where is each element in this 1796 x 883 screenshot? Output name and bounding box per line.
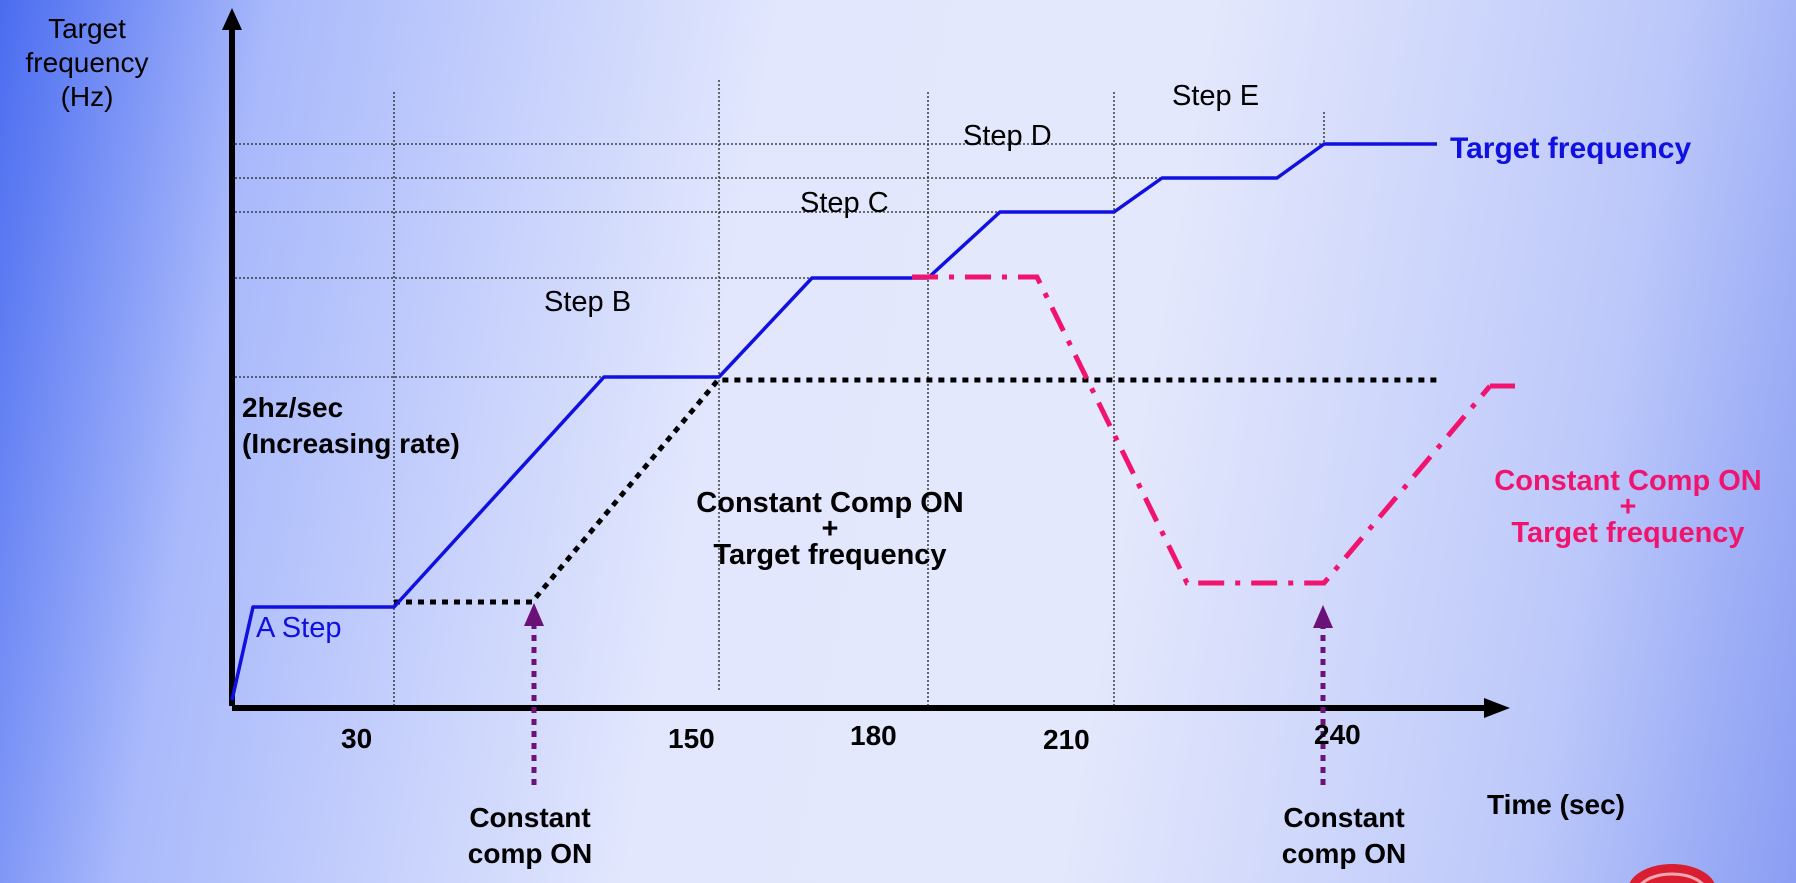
step-b-label: Step B [544, 286, 632, 318]
x-tick-210: 210 [1043, 724, 1090, 755]
y-axis-arrowhead [222, 8, 242, 30]
x-tick-180: 180 [850, 720, 897, 751]
logo-icon [1629, 864, 1715, 883]
step-d-label: Step D [963, 120, 1052, 152]
arrowhead-left [524, 603, 544, 626]
combined-line [912, 274, 1492, 586]
x-axis-label: Time (sec) [1487, 789, 1625, 820]
arrowhead-right [1313, 605, 1333, 628]
constant-comp-caption-right: Constant comp ON [1281, 802, 1407, 870]
step-c-label: Step C [800, 187, 889, 219]
step-e-label: Step E [1172, 80, 1260, 112]
legend-combined: Constant Comp ON + Target frequency [1494, 465, 1762, 549]
x-axis-arrowhead [1484, 698, 1510, 718]
constant-comp-caption-left: Constant comp ON [467, 802, 593, 870]
legend-target-frequency: Target frequency [1450, 132, 1692, 165]
center-combined-note: Constant Comp ON + Target frequency [696, 487, 964, 571]
x-tick-30: 30 [341, 723, 373, 754]
x-tick-150: 150 [668, 723, 715, 754]
x-tick-240: 240 [1314, 719, 1361, 750]
y-axis-label: Target frequency (Hz) [25, 13, 149, 113]
step-a-label: A Step [256, 612, 342, 644]
increasing-rate-note: 2hz/sec (Increasing rate) [242, 392, 460, 460]
